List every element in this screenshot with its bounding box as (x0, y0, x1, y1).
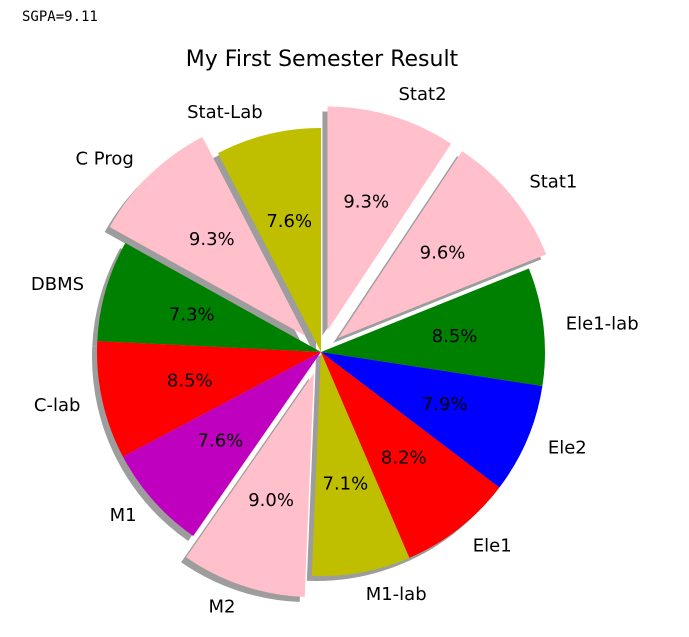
pie-wedge-ele1 (321, 352, 500, 558)
pie-percent-label-c-lab: 8.5% (167, 371, 213, 392)
pie-wedge-m2 (186, 373, 314, 598)
pie-category-label-dbms: DBMS (31, 274, 84, 295)
pie-percent-label-m1: 7.6% (198, 431, 244, 452)
pie-wedge-c-lab (97, 341, 321, 457)
pie-category-label-ele2: Ele2 (548, 438, 587, 459)
pie-percent-label-dbms: 7.3% (169, 305, 215, 326)
pie-percent-label-ele1: 8.2% (381, 447, 427, 468)
pie-wedge-stat2 (327, 106, 452, 331)
pie-percent-label-m2: 9.0% (248, 490, 294, 511)
pie-category-label-ele1-lab: Ele1-lab (566, 313, 639, 334)
pie-wedge-stat1 (338, 151, 547, 338)
pie-category-label-m1-lab: M1-lab (366, 584, 427, 605)
pie-wedges (97, 106, 547, 598)
pie-category-label-stat-lab: Stat-Lab (187, 102, 263, 123)
pie-percent-label-stat2: 9.3% (343, 191, 389, 212)
pie-percent-label-stat-lab: 7.6% (266, 211, 312, 232)
pie-category-label-m1: M1 (110, 505, 137, 526)
pie-category-label-stat2: Stat2 (399, 84, 447, 105)
pie-category-label-stat1: Stat1 (529, 172, 577, 193)
pie-category-labels: Stat-Lab C Prog DBMS C-lab M1 M2 M1-lab Ele1 Ele… (31, 84, 639, 617)
pie-percent-label-m1-lab: 7.1% (323, 474, 369, 495)
pie-category-label-c-lab: C-lab (34, 395, 81, 416)
pie-percent-label-ele2: 7.9% (422, 394, 468, 415)
pie-category-label-m2: M2 (208, 596, 235, 617)
pie-wedge-m1 (122, 352, 321, 536)
pie-category-label-ele1: Ele1 (473, 536, 512, 557)
pie-wedge-ele2 (321, 352, 543, 488)
pie-percent-label-ele1-lab: 8.5% (432, 326, 478, 347)
pie-percent-labels: 7.6% 9.3% 7.3% 8.5% 7.6% 9.0% 7.1% 8.2% 7.9% 8.5%… (167, 191, 477, 511)
pie-wedge-ele1-lab (321, 268, 546, 387)
chart-title: My First Semester Result (186, 47, 459, 72)
pie-wedge-stat-lab (217, 128, 321, 352)
sgpa-output-text: SGPA=9.11 (22, 9, 98, 25)
pie-wedge-dbms (97, 243, 322, 352)
pie-percent-label-c-prog: 9.3% (189, 229, 235, 250)
pie-wedge-m1-lab (311, 352, 410, 576)
pie-wedge-c-prog (109, 137, 306, 336)
pie-category-label-c-prog: C Prog (76, 149, 134, 170)
pie-percent-label-stat1: 9.6% (420, 242, 466, 263)
